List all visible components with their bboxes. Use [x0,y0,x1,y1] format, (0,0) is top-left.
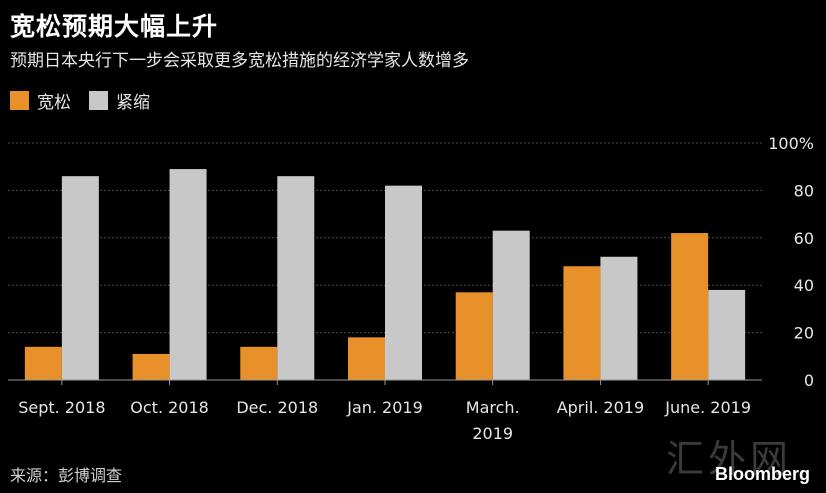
x-tick-label: June. 2019 [664,398,751,417]
bar-easing [24,346,62,380]
bar-tightening [61,176,99,380]
y-tick-label: 20 [794,324,814,343]
legend-swatch-easing [10,91,29,110]
bar-easing [455,292,493,380]
x-tick-label: Sept. 2018 [18,398,105,417]
bar-tightening [492,230,530,380]
y-tick-label: 60 [794,229,814,248]
y-tick-label: 80 [794,181,814,200]
x-tick-label: Dec. 2018 [236,398,318,417]
bar-easing [240,346,278,380]
x-tick-label: Oct. 2018 [130,398,209,417]
bloomberg-logo: Bloomberg [714,464,810,484]
y-tick-label: 40 [794,276,814,295]
legend-item-easing: 宽松 [10,88,71,113]
bar-easing [132,353,170,380]
bar-easing [348,337,385,380]
bar-easing [671,233,709,380]
bar-tightening [385,185,422,380]
chart-title: 宽松预期大幅上升 [10,12,219,41]
chart-legend: 宽松 紧缩 [10,88,168,113]
legend-item-tightening: 紧缩 [89,88,150,113]
legend-swatch-tightening [89,91,108,110]
legend-label-tightening: 紧缩 [116,93,150,113]
bar-tightening [708,289,746,380]
chart-subtitle: 预期日本央行下一步会采取更多宽松措施的经济学家人数增多 [10,51,469,71]
axis-layer: 0 20 40 60 80 100% Sept. 2018 Oct. 2018 Dec. 201… [8,134,814,443]
bar-tightening [600,256,638,380]
bar-tightening [277,176,315,380]
x-tick-label: April. 2019 [557,398,644,417]
x-tick-label: Jan. 2019 [346,398,423,417]
source-note: 来源：彭博调查 [10,466,123,485]
bar-layer [24,169,746,380]
bar-easing [563,266,601,380]
watermark: 汇外网 [666,437,793,481]
bar-tightening [169,169,207,380]
x-tick-label: March. 2019 [466,398,520,443]
y-tick-label: 0 [804,371,814,390]
legend-label-easing: 宽松 [37,93,71,113]
y-tick-label: 100% [768,134,814,153]
